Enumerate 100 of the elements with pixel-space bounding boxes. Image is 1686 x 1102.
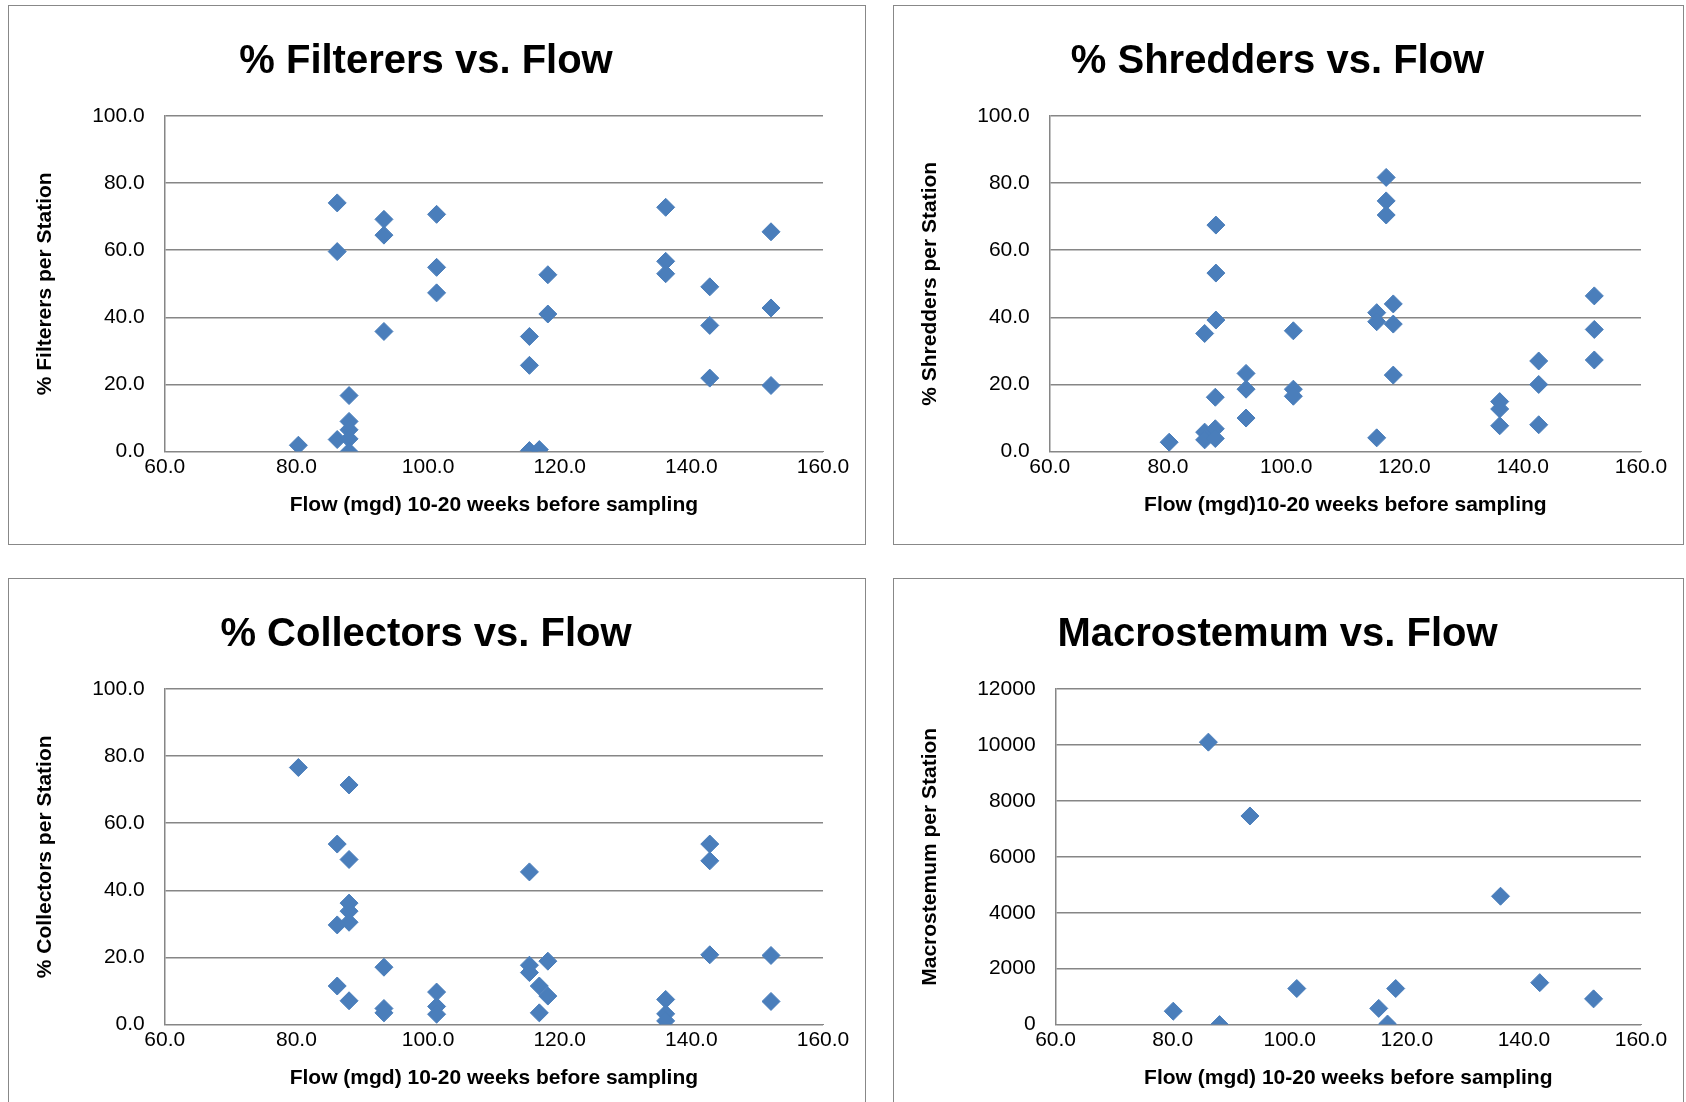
point [1236,379,1256,399]
point [288,758,308,778]
point [374,321,394,341]
x-axis-title: Flow (mgd) 10-20 weeks before sampling [1144,1065,1553,1089]
x-tick-label: 80.0 [1147,454,1189,477]
y-tick-label: 0.0 [115,1011,145,1035]
y-tick-label: 20.0 [103,944,145,968]
point [761,991,781,1011]
x-tick-label: 120.0 [1380,1027,1434,1050]
point [327,915,347,935]
point [1205,387,1225,407]
x-tick-label: 60.0 [144,454,186,477]
y-tick-label: 0 [1023,1011,1036,1035]
point [1206,310,1226,330]
x-tick-label: 160.0 [1614,454,1668,477]
point [1240,806,1260,826]
point [1529,374,1549,394]
y-tick-label: 40.0 [103,304,145,328]
point [1386,979,1406,999]
point [374,209,394,229]
x-axis-title: Flow (mgd) 10-20 weeks before sampling [289,1065,699,1089]
point [529,976,549,996]
x-tick-label: 60.0 [1035,1027,1077,1050]
point [1163,1001,1183,1021]
x-tick-label: 160.0 [796,454,850,477]
point [339,775,359,795]
y-tick-label: 40.0 [988,304,1030,328]
y-tick-label: 0.0 [1000,438,1030,462]
y-tick-label: 12000 [977,675,1036,699]
y-axis-title: % Shredders per Station [917,161,941,406]
point [1529,415,1549,435]
x-axis-title: Flow (mgd) 10-20 weeks before sampling [289,492,699,516]
point [327,193,347,213]
point [374,957,394,977]
point [339,991,359,1011]
point [1491,886,1510,906]
point [529,1003,549,1023]
point [327,242,347,262]
y-tick-label: 8000 [988,787,1036,811]
x-tick-label: 100.0 [401,454,455,477]
x-tick-label: 160.0 [1614,1027,1668,1050]
point [1236,363,1256,383]
x-tick-label: 140.0 [665,1027,718,1050]
point [700,277,720,297]
y-tick-label: 60.0 [103,237,145,261]
point [1376,167,1396,187]
y-axis-title: Macrostemum per Station [917,727,941,986]
point [327,976,347,996]
point [761,375,781,395]
point [427,204,447,224]
y-tick-label: 10000 [977,731,1036,755]
point [327,834,347,854]
point [519,326,539,346]
point [339,849,359,869]
y-tick-label: 40.0 [103,877,145,901]
point [700,834,720,854]
y-axis-title: % Collectors per Station [32,735,56,979]
y-axis-title: % Filterers per Station [32,172,56,396]
y-tick-label: 100.0 [92,102,145,126]
point [656,264,676,284]
point [700,368,720,388]
point [761,945,781,965]
point [288,435,308,452]
point [1584,989,1604,1009]
x-tick-label: 160.0 [796,1027,850,1050]
y-tick-label: 4000 [988,899,1036,923]
x-tick-label: 100.0 [1259,454,1313,477]
x-tick-label: 120.0 [533,454,586,477]
point [1367,428,1387,448]
point [656,989,676,1009]
point [1236,408,1256,428]
chart-title: Macrostemum vs. Flow [1057,610,1499,655]
x-tick-label: 120.0 [533,1027,586,1050]
point [427,257,447,277]
chart-title: % Filterers vs. Flow [239,37,614,82]
chart-title: % Collectors vs. Flow [220,610,633,655]
point [1283,321,1303,341]
point [519,355,539,375]
y-tick-label: 20.0 [988,371,1030,395]
y-tick-label: 60.0 [988,237,1030,261]
y-tick-label: 6000 [988,843,1036,867]
y-tick-label: 80.0 [103,169,145,193]
point [1584,350,1604,370]
y-tick-label: 60.0 [103,810,145,834]
point [1529,351,1549,371]
point [1383,294,1403,314]
x-tick-label: 100.0 [1263,1027,1317,1050]
point [700,851,720,871]
point [538,986,558,1006]
point [1206,215,1226,235]
y-tick-label: 100.0 [977,102,1030,126]
point [700,315,720,335]
point [519,862,539,882]
y-tick-label: 80.0 [988,169,1030,193]
point [1287,979,1307,999]
point [1383,314,1403,334]
point [1490,416,1510,436]
point [656,197,676,217]
x-tick-label: 140.0 [1496,454,1550,477]
point [427,283,447,303]
